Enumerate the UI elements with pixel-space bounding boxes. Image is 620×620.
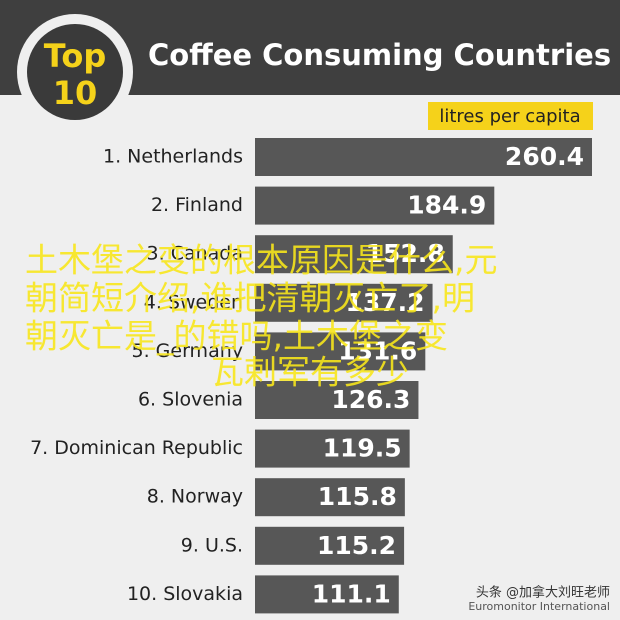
bar <box>255 381 419 419</box>
category-label: 10. Slovakia <box>127 583 243 605</box>
value-label: 131.6 <box>338 336 417 365</box>
bar <box>255 526 405 565</box>
bar <box>255 429 410 468</box>
category-label: 1. Netherlands <box>103 146 243 168</box>
source: Euromonitor International <box>468 600 610 613</box>
category-label: 3. Canada <box>147 243 243 265</box>
bar <box>255 186 495 225</box>
watermark: 头条 @加拿大刘旺老师 <box>476 585 610 601</box>
value-label: 152.8 <box>366 239 445 268</box>
value-label: 111.1 <box>312 579 391 608</box>
value-label: 184.9 <box>407 191 486 220</box>
bar <box>255 283 433 322</box>
value-label: 115.2 <box>317 531 396 560</box>
category-label: 2. Finland <box>151 194 243 216</box>
cup-handle <box>118 95 150 123</box>
chart-title: Coffee Consuming Countries <box>148 38 611 72</box>
category-label: 5. Germany <box>132 340 244 362</box>
logo-number: 10 <box>53 74 98 112</box>
bar <box>255 235 453 274</box>
badge <box>27 24 123 120</box>
subtitle: litres per capita <box>439 106 580 127</box>
value-label: 137.2 <box>345 288 424 317</box>
category-label: 4. Sweden <box>144 291 243 313</box>
value-label: 260.4 <box>505 142 584 171</box>
bar <box>255 478 405 517</box>
subtitle-box <box>428 102 593 130</box>
value-label: 115.8 <box>318 482 397 511</box>
bar <box>255 138 592 176</box>
logo-top: Top <box>44 37 106 75</box>
bar <box>255 332 426 371</box>
bar <box>255 575 399 614</box>
category-label: 7. Dominican Republic <box>30 437 243 459</box>
overlay-text: 瓦剌军有多少 <box>211 353 409 392</box>
value-label: 119.5 <box>323 434 402 463</box>
overlay-text: 土木堡之变的根本原因是什么,元 <box>25 241 498 280</box>
category-label: 9. U.S. <box>181 534 243 556</box>
overlay-text: 朝灭亡是_的错吗,土木堡之变 <box>25 317 448 356</box>
value-label: 126.3 <box>331 385 410 414</box>
overlay-text: 朝简短介绍,谁把清朝灭亡了,明 <box>25 279 475 318</box>
category-label: 8. Norway <box>147 486 243 508</box>
category-label: 6. Slovenia <box>138 389 243 411</box>
